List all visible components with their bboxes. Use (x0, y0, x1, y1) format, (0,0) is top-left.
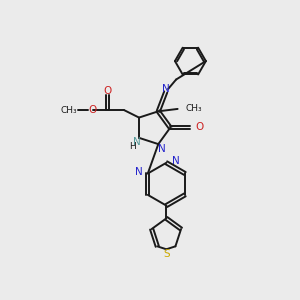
Text: CH₃: CH₃ (186, 104, 202, 113)
Text: S: S (164, 249, 170, 259)
Text: H: H (129, 142, 136, 151)
Text: N: N (162, 84, 169, 94)
Text: O: O (195, 122, 203, 132)
Text: N: N (135, 167, 142, 177)
Text: N: N (172, 156, 179, 166)
Text: CH₃: CH₃ (60, 106, 77, 115)
Text: O: O (103, 86, 111, 96)
Text: N: N (133, 137, 140, 147)
Text: N: N (158, 144, 166, 154)
Text: O: O (88, 105, 97, 115)
